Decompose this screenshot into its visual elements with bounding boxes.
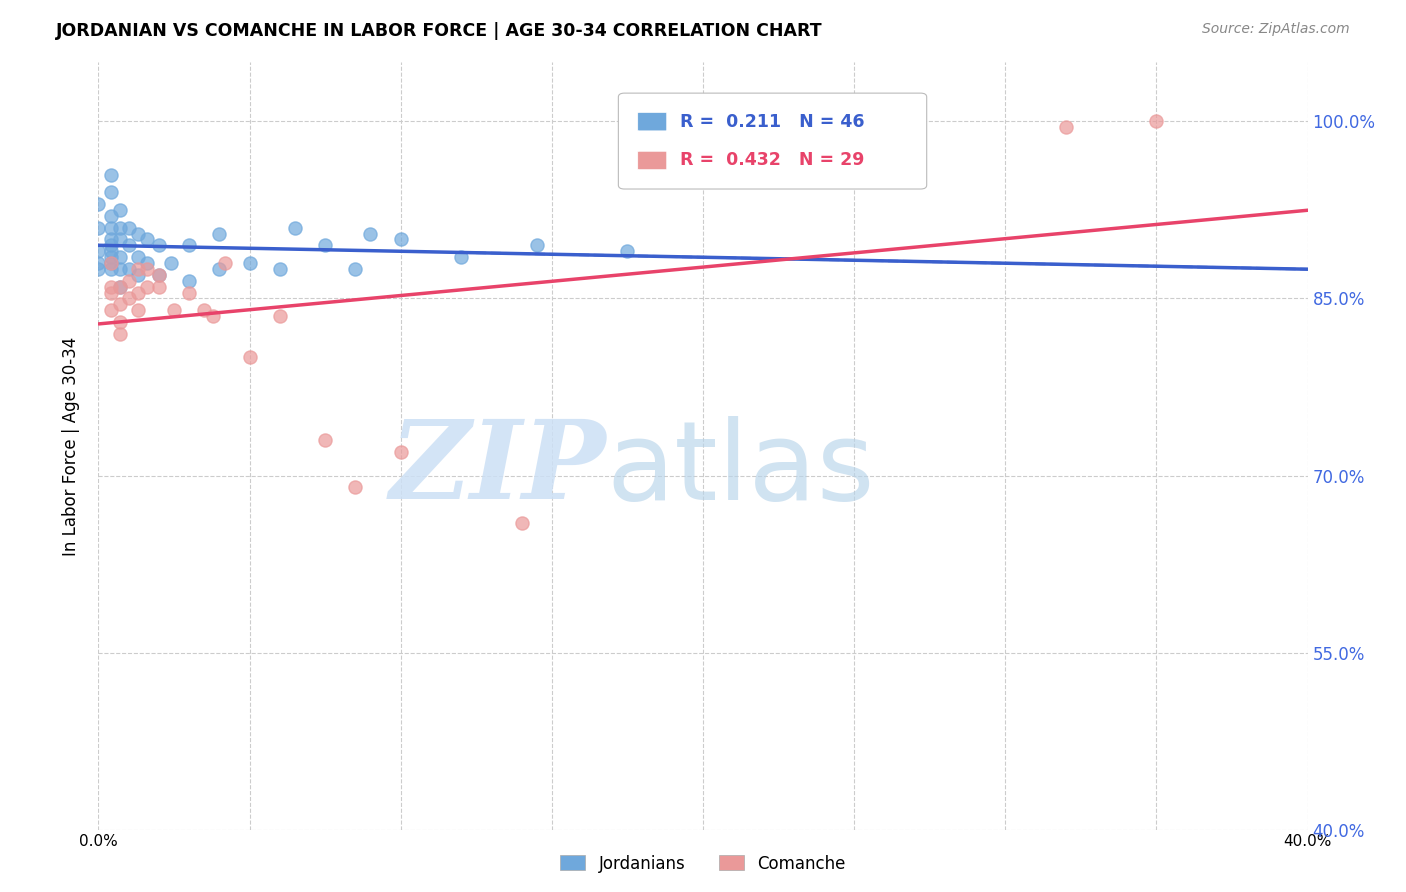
Point bbox=[135, 279, 157, 293]
Point bbox=[1144, 114, 1167, 128]
Y-axis label: In Labor Force | Age 30-34: In Labor Force | Age 30-34 bbox=[62, 336, 80, 556]
Point bbox=[179, 274, 201, 288]
Point bbox=[118, 274, 141, 288]
FancyBboxPatch shape bbox=[619, 93, 927, 189]
Point bbox=[100, 285, 122, 300]
Text: Source: ZipAtlas.com: Source: ZipAtlas.com bbox=[1202, 22, 1350, 37]
Point bbox=[108, 279, 131, 293]
Point bbox=[179, 285, 201, 300]
Point bbox=[616, 244, 638, 259]
Point bbox=[148, 238, 170, 252]
Point bbox=[100, 256, 122, 270]
Point bbox=[389, 445, 412, 459]
Point bbox=[100, 220, 122, 235]
Point bbox=[135, 262, 157, 277]
Point bbox=[510, 516, 533, 530]
Point bbox=[344, 480, 367, 494]
Point bbox=[239, 256, 262, 270]
Point bbox=[135, 256, 157, 270]
Point bbox=[127, 285, 149, 300]
Point bbox=[389, 232, 412, 246]
Point bbox=[269, 309, 291, 323]
Point bbox=[108, 315, 131, 329]
Point bbox=[100, 303, 122, 318]
Point bbox=[314, 238, 336, 252]
Point bbox=[118, 220, 141, 235]
Point bbox=[87, 197, 110, 211]
FancyBboxPatch shape bbox=[638, 152, 666, 169]
Text: R =  0.432   N = 29: R = 0.432 N = 29 bbox=[681, 152, 865, 169]
Point bbox=[87, 256, 110, 270]
Point bbox=[148, 268, 170, 282]
Point bbox=[193, 303, 215, 318]
Point bbox=[108, 220, 131, 235]
Point bbox=[239, 351, 262, 365]
Point bbox=[100, 168, 122, 182]
Point bbox=[118, 262, 141, 277]
Point bbox=[100, 238, 122, 252]
Text: JORDANIAN VS COMANCHE IN LABOR FORCE | AGE 30-34 CORRELATION CHART: JORDANIAN VS COMANCHE IN LABOR FORCE | A… bbox=[56, 22, 823, 40]
FancyBboxPatch shape bbox=[638, 112, 666, 131]
Point bbox=[100, 279, 122, 293]
Point bbox=[118, 292, 141, 306]
Point bbox=[108, 279, 131, 293]
Point bbox=[360, 227, 382, 241]
Point bbox=[284, 220, 307, 235]
Point bbox=[108, 202, 131, 217]
Point bbox=[214, 256, 236, 270]
Point bbox=[179, 238, 201, 252]
Point bbox=[148, 268, 170, 282]
Point bbox=[100, 256, 122, 270]
Point bbox=[135, 232, 157, 246]
Point bbox=[526, 238, 548, 252]
Point bbox=[208, 227, 231, 241]
Point bbox=[127, 268, 149, 282]
Text: R =  0.211   N = 46: R = 0.211 N = 46 bbox=[681, 112, 865, 130]
Point bbox=[163, 303, 186, 318]
Point bbox=[87, 262, 110, 277]
Point bbox=[202, 309, 225, 323]
Point bbox=[100, 232, 122, 246]
Point bbox=[118, 238, 141, 252]
Point bbox=[344, 262, 367, 277]
Point bbox=[108, 326, 131, 341]
Point bbox=[108, 232, 131, 246]
Point bbox=[108, 250, 131, 264]
Point bbox=[127, 250, 149, 264]
Legend: Jordanians, Comanche: Jordanians, Comanche bbox=[554, 848, 852, 880]
Point bbox=[148, 279, 170, 293]
Point bbox=[100, 250, 122, 264]
Point bbox=[269, 262, 291, 277]
Point bbox=[108, 262, 131, 277]
Point bbox=[100, 186, 122, 200]
Point bbox=[127, 262, 149, 277]
Point bbox=[100, 244, 122, 259]
Point bbox=[450, 250, 472, 264]
Point bbox=[87, 220, 110, 235]
Point bbox=[1054, 120, 1077, 135]
Text: atlas: atlas bbox=[606, 416, 875, 523]
Point bbox=[100, 262, 122, 277]
Point bbox=[314, 433, 336, 447]
Point bbox=[127, 303, 149, 318]
Point bbox=[127, 227, 149, 241]
Point bbox=[208, 262, 231, 277]
Text: ZIP: ZIP bbox=[389, 416, 606, 523]
Point bbox=[108, 297, 131, 311]
Point bbox=[160, 256, 183, 270]
Point bbox=[100, 209, 122, 223]
Point bbox=[87, 244, 110, 259]
